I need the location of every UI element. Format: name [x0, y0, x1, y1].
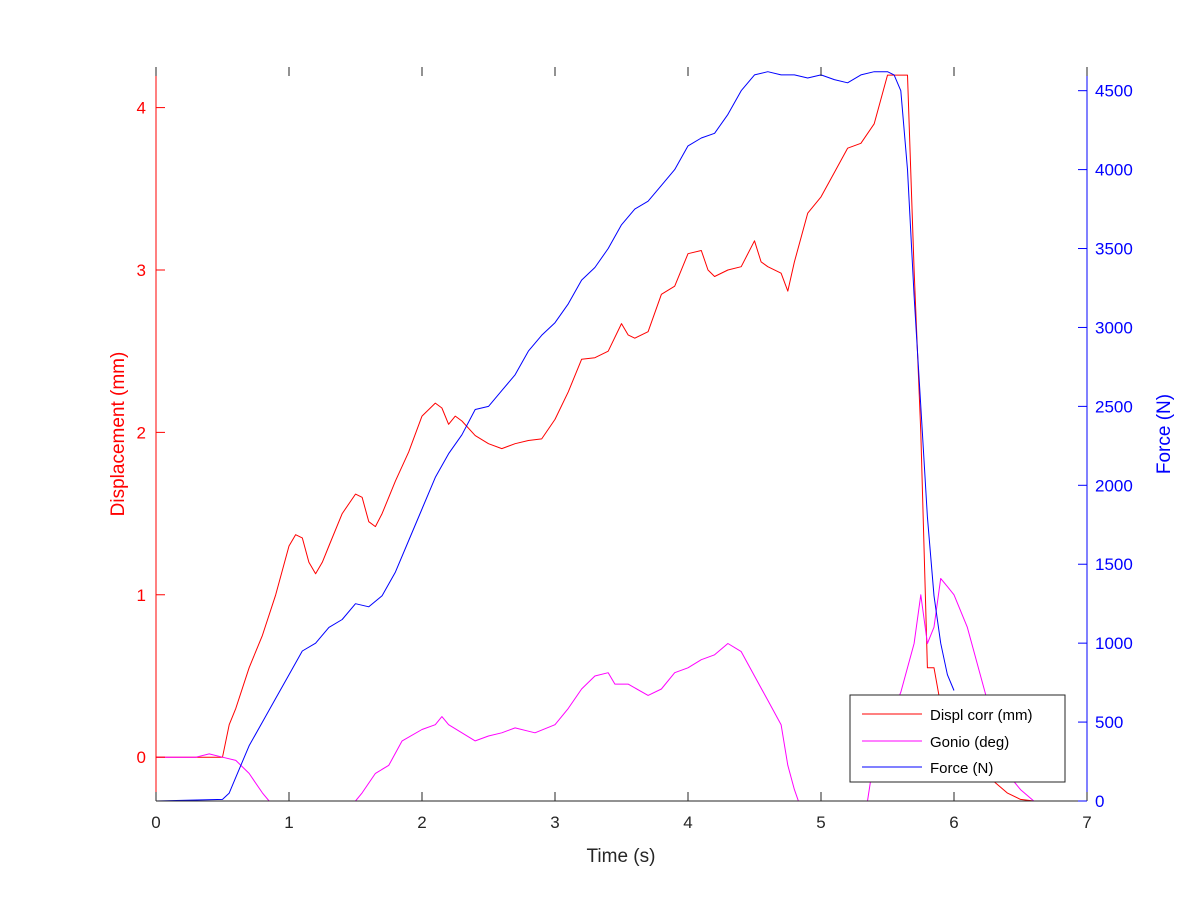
- x-axis-label: Time (s): [587, 846, 656, 867]
- right-y-tick-label: 3500: [1095, 240, 1133, 259]
- series-layer: [156, 71, 1048, 801]
- legend-label-gonio: Gonio (deg): [930, 734, 1009, 751]
- left-y-tick-label: 1: [137, 586, 146, 605]
- x-tick-label: 0: [151, 813, 160, 832]
- right-y-tick-label: 1000: [1095, 634, 1133, 653]
- right-y-tick-label: 4500: [1095, 82, 1133, 101]
- x-tick-label: 3: [550, 813, 559, 832]
- right-y-axis-label: Force (N): [1154, 394, 1175, 474]
- left-y-tick-label: 2: [137, 423, 146, 442]
- x-tick-label: 2: [417, 813, 426, 832]
- left-y-axis-label: Displacement (mm): [108, 352, 129, 517]
- left-y-tick-label: 4: [137, 99, 146, 118]
- plot-area: [156, 67, 1087, 801]
- left-y-tick-label: 3: [137, 261, 146, 280]
- x-tick-label: 6: [949, 813, 958, 832]
- x-tick-label: 1: [284, 813, 293, 832]
- legend-label-force: Force (N): [930, 760, 993, 777]
- ticks-layer: 0 1 2 3 4 5 6 701234050010001500200025003000350…: [137, 67, 1133, 832]
- right-y-tick-label: 500: [1095, 713, 1123, 732]
- legend: Displ corr (mm) Gonio (deg) Force (N): [849, 694, 1066, 783]
- axes-layer: [155, 67, 1088, 802]
- right-y-tick-label: 4000: [1095, 161, 1133, 180]
- right-y-tick-label: 2000: [1095, 476, 1133, 495]
- x-tick-label: 4: [683, 813, 692, 832]
- series-line-force: [156, 71, 955, 801]
- right-y-tick-label: 2500: [1095, 397, 1133, 416]
- legend-label-displ: Displ corr (mm): [930, 707, 1033, 724]
- right-y-tick-label: 1500: [1095, 555, 1133, 574]
- x-tick-label: 7: [1082, 813, 1091, 832]
- left-y-tick-label: 0: [137, 748, 146, 767]
- series-line-gonio: [156, 578, 1035, 801]
- series-line-displ-corr: [156, 74, 1048, 801]
- right-y-tick-label: 0: [1095, 792, 1104, 811]
- right-y-tick-label: 3000: [1095, 318, 1133, 337]
- x-tick-label: 5: [816, 813, 825, 832]
